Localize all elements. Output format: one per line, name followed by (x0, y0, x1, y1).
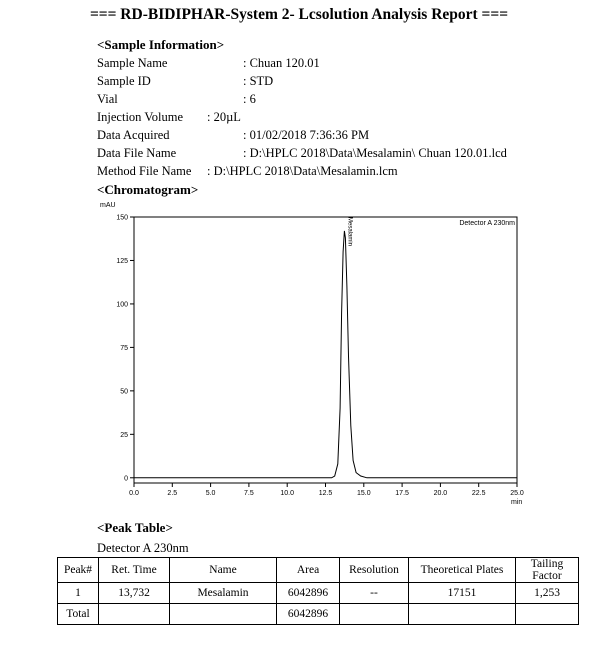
table-row-total: Total 6042896 (57, 603, 579, 625)
cell-resolution: -- (339, 582, 409, 604)
info-row-method-file-name: Method File Name : D:\HPLC 2018\Data\Mes… (97, 164, 398, 179)
col-header-ret-time: Ret. Time (98, 557, 170, 583)
info-value: : STD (243, 74, 274, 88)
info-row-injection-volume: Injection Volume : 20µL (97, 110, 241, 125)
cell-theoretical-plates (408, 603, 516, 625)
x-tick-label: 15.0 (357, 490, 371, 497)
cell-name: Mesalamin (169, 582, 277, 604)
y-tick-label: 125 (116, 258, 128, 265)
info-value: : 01/02/2018 7:36:36 PM (243, 128, 370, 142)
sample-info-heading: <Sample Information> (97, 37, 225, 52)
col-header-theoretical-plates: Theoretical Plates (408, 557, 516, 583)
info-label: Data Acquired (97, 128, 170, 142)
cell-ret-time: 13,732 (98, 582, 170, 604)
plot-frame (133, 216, 518, 484)
cell-resolution (339, 603, 409, 625)
info-value: : 6 (243, 92, 256, 106)
cell-peak: Total (57, 603, 99, 625)
y-tick-label: 75 (120, 345, 128, 352)
cell-tailing-factor: 1,253 (515, 582, 579, 604)
x-tick-label: 25.0 (510, 490, 524, 497)
chromatogram-trace (134, 230, 517, 479)
x-tick-label: 0.0 (129, 490, 139, 497)
y-tick-label: 25 (120, 432, 128, 439)
col-header-name: Name (169, 557, 277, 583)
peak-label: Mesalamin (346, 217, 352, 246)
peak-table-detector: Detector A 230nm (97, 541, 189, 555)
x-tick-label: 10.0 (280, 490, 294, 497)
peak-table: Peak# Ret. Time Name Area Resolution The… (57, 557, 579, 625)
info-row-data-file-name: Data File Name : D:\HPLC 2018\Data\Mesal… (97, 146, 507, 161)
y-tick-label: 0 (124, 475, 128, 482)
cell-ret-time (98, 603, 170, 625)
cell-area: 6042896 (276, 603, 340, 625)
info-row-sample-name: Sample Name : Chuan 120.01 (97, 56, 320, 71)
info-value: : 20µL (207, 110, 241, 124)
y-tick-label: 50 (120, 388, 128, 395)
info-label: Vial (97, 92, 118, 106)
chromatogram-chart: 0 25 50 75 100 125 150 0.0 2.5 5.0 7.5 10.0 12.5 15.0… (0, 196, 598, 521)
cell-name (169, 603, 277, 625)
y-tick-label: 100 (116, 301, 128, 308)
cell-area: 6042896 (276, 582, 340, 604)
x-tick-label: 22.5 (472, 490, 486, 497)
col-header-resolution: Resolution (339, 557, 409, 583)
info-value: : Chuan 120.01 (243, 56, 320, 70)
x-axis-label: min (511, 499, 522, 506)
peak-table-header-row: Peak# Ret. Time Name Area Resolution The… (57, 557, 579, 583)
info-row-vial: Vial : 6 (97, 92, 256, 107)
chromatogram-heading: <Chromatogram> (97, 182, 199, 197)
detector-label: Detector A 230nm (459, 220, 515, 227)
cell-theoretical-plates: 17151 (408, 582, 516, 604)
cell-tailing-factor (515, 603, 579, 625)
y-tick-label: 150 (116, 215, 128, 222)
x-tick-label: 12.5 (319, 490, 333, 497)
col-header-peak: Peak# (57, 557, 99, 583)
info-label: Sample ID (97, 74, 151, 88)
y-axis-label: mAU (100, 202, 116, 209)
info-value: : D:\HPLC 2018\Data\Mesalamin\ Chuan 120… (243, 146, 507, 160)
info-row-sample-id: Sample ID : STD (97, 74, 273, 89)
info-label: Method File Name (97, 164, 192, 178)
cell-peak: 1 (57, 582, 99, 604)
info-label: Sample Name (97, 56, 168, 70)
x-tick-label: 2.5 (167, 490, 177, 497)
info-value: : D:\HPLC 2018\Data\Mesalamin.lcm (207, 164, 398, 178)
info-label: Data File Name (97, 146, 177, 160)
info-row-data-acquired: Data Acquired : 01/02/2018 7:36:36 PM (97, 128, 369, 143)
x-tick-label: 20.0 (434, 490, 448, 497)
x-tick-label: 7.5 (244, 490, 254, 497)
peak-table-heading: <Peak Table> (97, 520, 173, 535)
col-header-area: Area (276, 557, 340, 583)
x-tick-label: 5.0 (206, 490, 216, 497)
x-tick-label: 17.5 (395, 490, 409, 497)
report-title: === RD-BIDIPHAR-System 2- Lcsolution Ana… (89, 6, 509, 23)
info-label: Injection Volume (97, 110, 183, 124)
col-header-tailing-factor: Tailing Factor (515, 557, 579, 583)
chromatogram-svg: 0 25 50 75 100 125 150 0.0 2.5 5.0 7.5 10.0 12.5 15.0… (100, 202, 524, 506)
table-row: 1 13,732 Mesalamin 6042896 -- 17151 1,25… (57, 582, 579, 604)
